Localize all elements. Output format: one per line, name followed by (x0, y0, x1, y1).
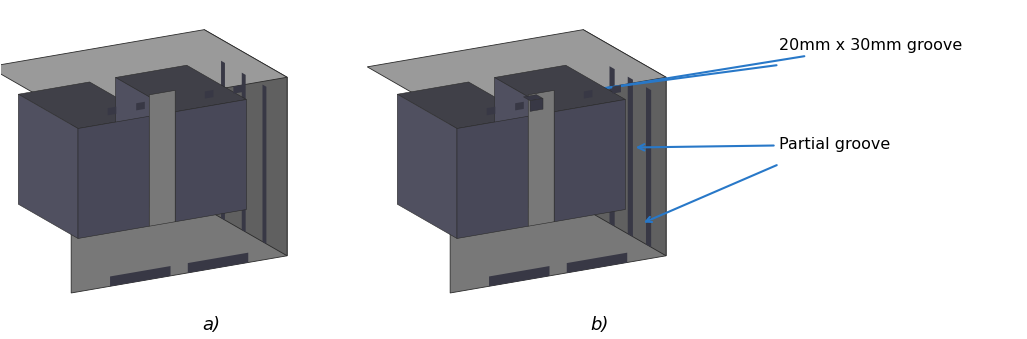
Text: 20mm x 30mm groove: 20mm x 30mm groove (563, 38, 962, 97)
Polygon shape (555, 100, 625, 222)
Polygon shape (204, 90, 214, 99)
Polygon shape (609, 66, 615, 226)
Polygon shape (110, 266, 170, 286)
Polygon shape (221, 61, 225, 220)
Polygon shape (149, 91, 176, 226)
Polygon shape (528, 91, 555, 226)
Polygon shape (176, 100, 246, 222)
Text: a): a) (202, 316, 220, 334)
Polygon shape (18, 94, 78, 238)
Polygon shape (0, 29, 288, 115)
Polygon shape (494, 65, 625, 112)
Polygon shape (368, 29, 667, 115)
Polygon shape (233, 85, 242, 94)
Text: Partial groove: Partial groove (638, 137, 890, 152)
Polygon shape (494, 78, 555, 222)
Polygon shape (18, 82, 149, 128)
Polygon shape (71, 77, 288, 293)
Polygon shape (137, 102, 145, 111)
Polygon shape (450, 77, 667, 293)
Polygon shape (78, 116, 149, 238)
Polygon shape (397, 82, 528, 128)
Polygon shape (115, 65, 246, 112)
Polygon shape (627, 77, 633, 237)
Polygon shape (583, 90, 593, 99)
Polygon shape (524, 95, 543, 101)
Polygon shape (457, 116, 528, 238)
Polygon shape (489, 266, 549, 286)
Polygon shape (530, 98, 543, 112)
Polygon shape (115, 78, 176, 222)
Polygon shape (612, 85, 621, 94)
Polygon shape (397, 94, 457, 238)
Polygon shape (583, 29, 667, 256)
Polygon shape (204, 29, 288, 256)
Polygon shape (567, 253, 627, 273)
Text: b): b) (591, 316, 609, 334)
Polygon shape (646, 87, 651, 247)
Polygon shape (263, 84, 266, 244)
Polygon shape (241, 73, 245, 232)
Polygon shape (516, 102, 524, 111)
Polygon shape (188, 253, 249, 273)
Polygon shape (487, 107, 495, 115)
Polygon shape (108, 107, 116, 115)
